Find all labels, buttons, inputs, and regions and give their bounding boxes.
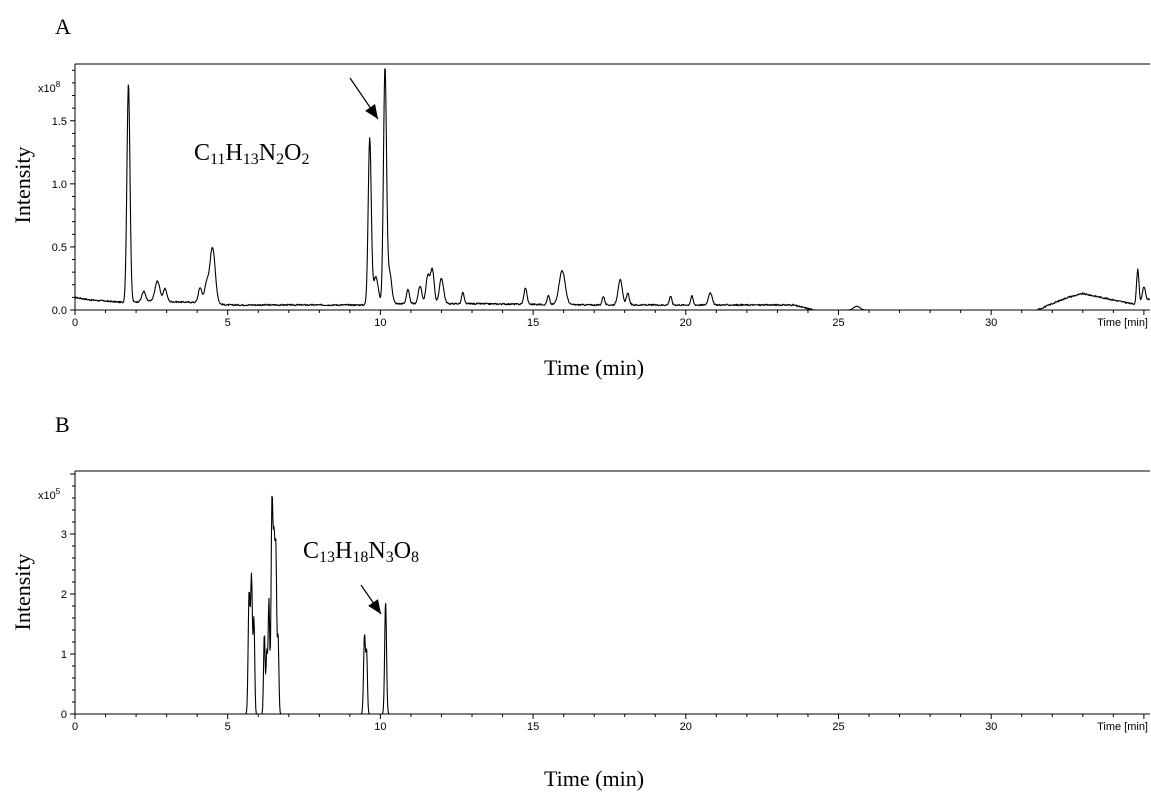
x-tick-label: 5 <box>225 721 231 733</box>
y-ticks-a: 0.0 0.5 1.0 1.5 <box>52 69 75 317</box>
compound-formula-a: C11H13N2O2 <box>194 140 309 168</box>
y-tick-label: 1 <box>61 649 67 661</box>
x-tick-label: 20 <box>680 721 692 733</box>
x-tick-label: 0 <box>72 317 78 329</box>
panel-b: B 0 5 10 15 20 25 30 0 1 2 3 x105 Time [min] Time… <box>10 412 1151 791</box>
x-axis-title-b: Time (min) <box>544 766 644 791</box>
y-axis-title-b: Intensity <box>10 554 35 631</box>
y-tick-label: 2 <box>61 589 67 601</box>
x-tick-label: 5 <box>225 317 231 329</box>
chromatogram-trace-a <box>74 68 1151 311</box>
panel-label-b: B <box>55 412 70 437</box>
y-axis-title-a: Intensity <box>10 147 35 224</box>
x-unit-label-b: Time [min] <box>1097 721 1148 733</box>
y-multiplier-b: x105 <box>38 487 61 502</box>
annotation-arrowhead-b <box>368 599 381 614</box>
x-tick-label: 25 <box>832 317 844 329</box>
x-tick-label: 10 <box>374 721 386 733</box>
x-tick-label: 20 <box>680 317 692 329</box>
x-tick-label: 30 <box>985 721 997 733</box>
y-tick-label: 0.0 <box>52 305 67 317</box>
y-tick-label: 1.5 <box>52 116 67 128</box>
y-ticks-b: 0 1 2 3 <box>61 473 75 721</box>
x-ticks-a: 0 5 10 15 20 25 30 <box>72 310 1145 329</box>
annotation-arrowhead-a <box>365 104 378 119</box>
x-tick-label: 15 <box>527 317 539 329</box>
x-tick-label: 10 <box>374 317 386 329</box>
chromatogram-trace-b <box>74 495 1151 715</box>
y-tick-label: 3 <box>61 529 67 541</box>
y-multiplier-a: x108 <box>38 80 61 95</box>
x-tick-label: 0 <box>72 721 78 733</box>
y-tick-label: 1.0 <box>52 179 67 191</box>
x-axis-title-a: Time (min) <box>544 355 644 380</box>
x-unit-label-a: Time [min] <box>1097 317 1148 329</box>
panel-label-a: A <box>55 14 71 39</box>
y-tick-label: 0.5 <box>52 242 67 254</box>
x-tick-label: 25 <box>832 721 844 733</box>
x-ticks-b: 0 5 10 15 20 25 30 <box>72 714 1145 733</box>
x-tick-label: 15 <box>527 721 539 733</box>
x-tick-label: 30 <box>985 317 997 329</box>
compound-formula-b: C13H18N3O8 <box>303 538 419 566</box>
panel-a: A 0 5 10 15 20 25 30 0.0 0.5 1.0 1.5 x108 Time [m… <box>10 14 1151 380</box>
y-tick-label: 0 <box>61 709 67 721</box>
